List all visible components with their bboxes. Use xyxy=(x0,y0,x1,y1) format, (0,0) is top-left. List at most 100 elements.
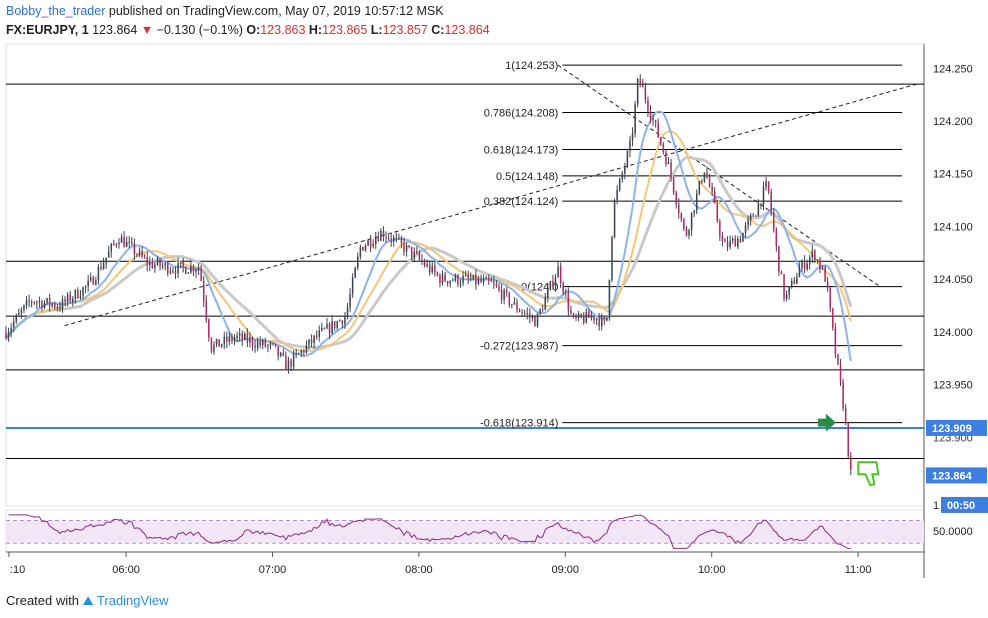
rsi-line xyxy=(8,514,851,550)
fib-level-label: 0.618(124.173) xyxy=(484,144,559,156)
candle-body xyxy=(308,339,310,346)
candle-body xyxy=(490,280,493,282)
candle-body xyxy=(20,310,23,314)
candle-body xyxy=(315,335,318,338)
candle-body xyxy=(469,278,472,280)
candle-body xyxy=(570,310,572,314)
candle-body xyxy=(426,264,428,267)
candle-body xyxy=(12,321,15,328)
candle-body xyxy=(385,236,387,238)
candle-body xyxy=(89,277,92,281)
candle-body xyxy=(803,260,806,270)
fib-level-label: 1(124.253) xyxy=(505,60,558,72)
candle-body xyxy=(724,241,726,243)
rsi-value-label: 50.0000 xyxy=(933,526,973,538)
candle-body xyxy=(387,237,390,239)
candle-body xyxy=(772,212,775,230)
candle-body xyxy=(143,256,146,258)
candle-body xyxy=(398,237,400,239)
candle-body xyxy=(742,233,744,242)
candle-body xyxy=(808,257,811,264)
candle-body xyxy=(441,274,444,284)
candle-body xyxy=(762,187,765,205)
candle-body xyxy=(567,293,570,311)
candle-body xyxy=(731,238,734,241)
candle-body xyxy=(677,204,680,214)
candle-body xyxy=(408,245,410,247)
candle-body xyxy=(300,350,303,354)
candle-body xyxy=(798,268,801,278)
candle-body xyxy=(33,302,36,304)
candle-body xyxy=(516,302,518,311)
candle-body xyxy=(372,244,374,247)
candle-body xyxy=(156,259,159,265)
candle-body xyxy=(467,275,469,279)
candle-body xyxy=(824,267,826,282)
candle-body xyxy=(495,283,498,287)
price-change: −0.130 (−0.1%) xyxy=(156,23,243,37)
candle-body xyxy=(5,331,7,339)
candle-body xyxy=(780,271,783,275)
candle-body xyxy=(703,172,706,182)
price-tick-label: 124.050 xyxy=(933,274,973,286)
trend-line xyxy=(64,83,917,327)
high-label: H: xyxy=(308,23,323,37)
candle-body xyxy=(695,193,698,211)
candle-body xyxy=(395,237,398,239)
candle-body xyxy=(590,316,593,318)
candle-body xyxy=(179,262,182,264)
candle-body xyxy=(672,177,675,193)
candle-body xyxy=(536,313,539,327)
time-tick-label: 10:00 xyxy=(698,564,726,576)
fibonacci-retracement[interactable]: 1(124.253) 0.786(124.208) 0.618(124.173) 0.… xyxy=(480,60,903,430)
candle-body xyxy=(526,313,529,315)
candle-body xyxy=(487,277,490,281)
candle-body xyxy=(665,152,667,164)
candle-body xyxy=(680,213,683,220)
candle-body xyxy=(760,203,762,205)
candle-body xyxy=(118,242,120,245)
candle-body xyxy=(418,252,421,260)
candle-body xyxy=(251,338,254,346)
candle-body xyxy=(806,263,808,270)
candle-body xyxy=(624,166,626,174)
candle-body xyxy=(246,333,249,343)
candle-body xyxy=(233,337,236,341)
candle-body xyxy=(256,341,259,348)
candle-body xyxy=(125,241,128,247)
author-name[interactable]: Bobby_the_trader xyxy=(6,4,106,18)
candle-body xyxy=(572,313,575,317)
candle-body xyxy=(10,327,12,333)
candle-body xyxy=(547,288,549,298)
candle-body xyxy=(351,277,354,295)
tradingview-brand[interactable]: TradingView xyxy=(96,593,169,608)
candlesticks xyxy=(5,74,852,476)
candle-body xyxy=(259,341,261,345)
candle-body xyxy=(639,79,642,83)
candle-body xyxy=(228,336,231,342)
candle-body xyxy=(285,355,287,370)
last-price: 123.864 xyxy=(92,23,138,37)
price-tick-label: 124.250 xyxy=(933,63,973,75)
candle-body xyxy=(413,251,416,257)
price-axis[interactable]: 124.250 124.200 124.150 124.100 124.050 124.0… xyxy=(926,63,988,513)
time-axis[interactable]: :10 06:00 07:00 08:00 09:00 10:00 11:00 xyxy=(8,552,872,576)
candle-body xyxy=(706,172,708,178)
close-value: 123.864 xyxy=(444,23,490,37)
candle-body xyxy=(652,119,654,121)
candle-body xyxy=(82,287,84,297)
candle-body xyxy=(498,286,500,290)
candle-body xyxy=(521,311,523,314)
rsi-band xyxy=(6,520,924,544)
candle-body xyxy=(326,323,328,329)
candle-body xyxy=(662,144,665,153)
candle-body xyxy=(508,292,511,305)
candle-body xyxy=(616,189,618,200)
candle-body xyxy=(611,236,613,280)
candle-body xyxy=(195,270,197,272)
candle-body xyxy=(698,181,701,194)
candle-body xyxy=(328,323,331,334)
price-tick-label: 124.200 xyxy=(933,116,973,128)
open-value: 123.863 xyxy=(260,23,306,37)
